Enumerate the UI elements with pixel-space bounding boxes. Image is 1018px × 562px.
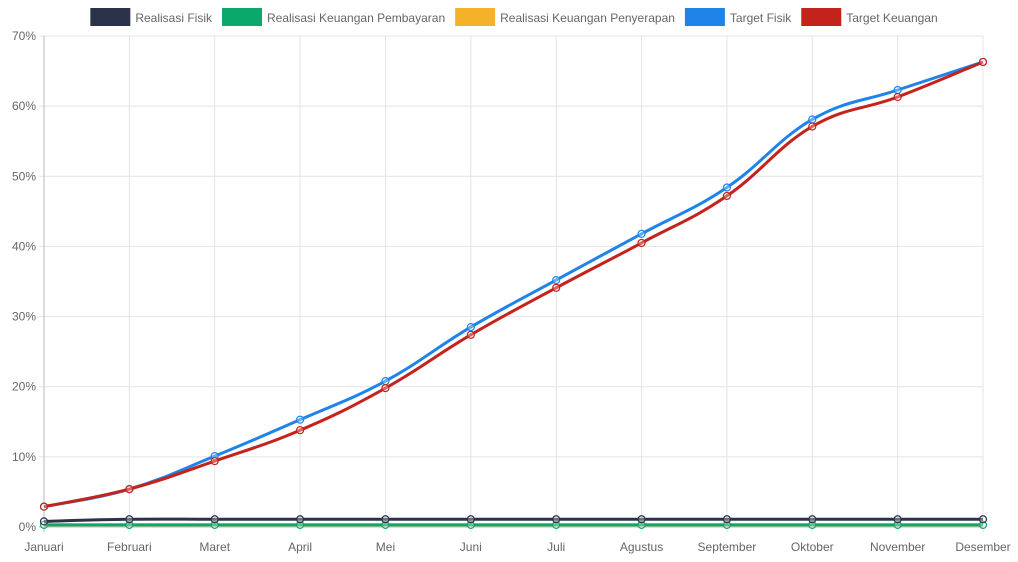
data-point[interactable]	[125, 485, 134, 494]
legend-item[interactable]: Realisasi Fisik	[90, 8, 213, 26]
data-point[interactable]	[295, 415, 305, 424]
legend-swatch	[222, 8, 263, 26]
data-point[interactable]	[552, 275, 561, 285]
x-tick-label: November	[870, 540, 925, 554]
data-point[interactable]	[466, 322, 475, 332]
legend-swatch	[90, 8, 131, 26]
data-point[interactable]	[295, 426, 305, 435]
data-point[interactable]	[466, 520, 475, 529]
data-point[interactable]	[637, 520, 646, 529]
data-point[interactable]	[39, 517, 49, 526]
series-line	[43, 60, 984, 509]
data-point[interactable]	[808, 115, 817, 124]
data-point[interactable]	[637, 229, 646, 238]
data-point[interactable]	[552, 283, 561, 292]
data-point[interactable]	[552, 515, 561, 524]
data-point[interactable]	[295, 515, 305, 524]
legend-label: Realisasi Fisik	[135, 11, 213, 25]
x-tick-label: Oktober	[791, 540, 834, 554]
y-tick-label: 10%	[12, 450, 36, 464]
x-tick-label: Maret	[199, 540, 230, 554]
data-point[interactable]	[978, 520, 988, 529]
data-point[interactable]	[808, 520, 817, 529]
data-point[interactable]	[637, 515, 646, 524]
series-target-keuangan	[39, 57, 988, 511]
data-point[interactable]	[39, 502, 49, 511]
data-point[interactable]	[381, 515, 390, 524]
y-tick-label: 20%	[12, 380, 36, 394]
data-point[interactable]	[466, 515, 475, 524]
data-point[interactable]	[125, 515, 134, 524]
legend-label: Target Fisik	[730, 11, 792, 25]
x-tick-label: Januari	[24, 540, 63, 554]
y-tick-label: 0%	[19, 520, 37, 534]
data-point[interactable]	[722, 191, 732, 201]
data-point[interactable]	[808, 515, 817, 524]
legend-label: Realisasi Keuangan Penyerapan	[500, 11, 675, 25]
series-line	[43, 60, 984, 509]
data-point[interactable]	[722, 515, 732, 524]
data-point[interactable]	[808, 122, 817, 131]
y-tick-label: 30%	[12, 310, 36, 324]
data-point[interactable]	[210, 515, 219, 524]
data-point[interactable]	[125, 520, 134, 529]
legend-label: Realisasi Keuangan Pembayaran	[267, 11, 445, 25]
x-tick-label: Februari	[107, 540, 152, 554]
y-tick-label: 50%	[12, 169, 36, 183]
legend-item[interactable]: Target Keuangan	[801, 8, 938, 26]
x-tick-label: April	[288, 540, 312, 554]
data-point[interactable]	[722, 520, 732, 529]
x-tick-label: Mei	[376, 540, 395, 554]
series-target-fisik	[39, 57, 988, 511]
data-point[interactable]	[893, 85, 902, 95]
series-realisasi-fisik	[39, 515, 988, 526]
legend-swatch	[455, 8, 496, 26]
y-tick-label: 60%	[12, 99, 36, 113]
data-point[interactable]	[893, 515, 902, 524]
legend-item[interactable]: Realisasi Keuangan Pembayaran	[222, 8, 445, 26]
data-point[interactable]	[295, 520, 305, 529]
x-tick-label: Agustus	[620, 540, 663, 554]
series-line	[43, 517, 983, 523]
y-tick-label: 40%	[12, 239, 36, 253]
legend-item[interactable]: Target Fisik	[684, 8, 792, 26]
data-point[interactable]	[893, 92, 902, 102]
legend-swatch	[801, 8, 842, 26]
data-point[interactable]	[552, 520, 561, 529]
x-tick-label: Desember	[955, 540, 1010, 554]
legend-label: Target Keuangan	[846, 11, 937, 25]
data-point[interactable]	[637, 238, 646, 248]
data-point[interactable]	[210, 456, 219, 466]
x-tick-label: Juni	[460, 540, 482, 554]
data-point[interactable]	[893, 520, 902, 529]
data-point[interactable]	[381, 377, 390, 386]
y-tick-label: 70%	[12, 29, 36, 43]
data-point[interactable]	[722, 183, 732, 192]
legend-item[interactable]: Realisasi Keuangan Penyerapan	[455, 8, 675, 26]
x-tick-label: Juli	[547, 540, 565, 554]
data-point[interactable]	[466, 330, 475, 339]
data-point[interactable]	[381, 384, 390, 393]
data-point[interactable]	[381, 520, 390, 529]
data-point[interactable]	[978, 515, 988, 524]
data-point[interactable]	[210, 520, 219, 529]
legend-swatch	[684, 8, 725, 26]
x-tick-label: September	[698, 540, 757, 554]
data-point[interactable]	[978, 57, 988, 67]
